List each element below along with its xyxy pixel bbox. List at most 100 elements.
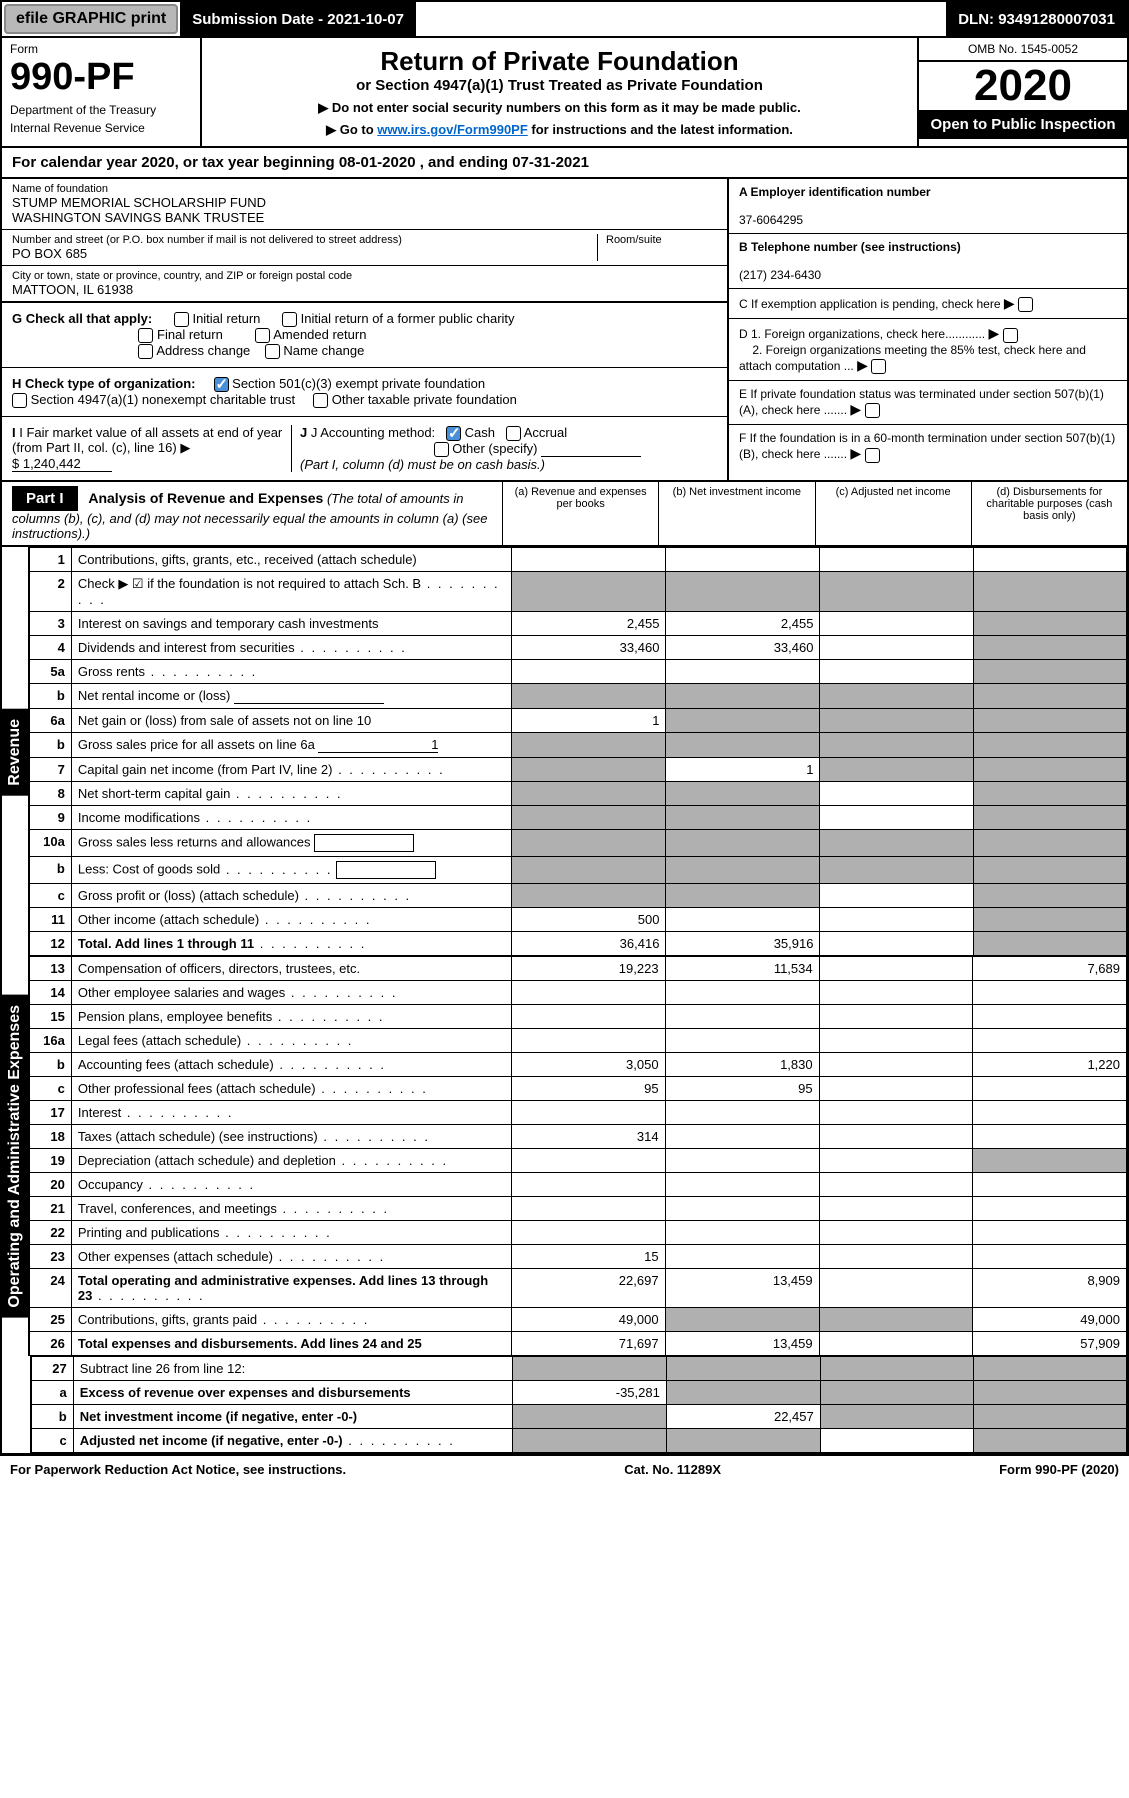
cell-d xyxy=(972,1245,1126,1269)
cash-checkbox[interactable] xyxy=(446,426,461,441)
h-4947: Section 4947(a)(1) nonexempt charitable … xyxy=(31,392,295,407)
cell-b: 1 xyxy=(666,758,820,782)
cell-d xyxy=(973,830,1126,857)
cell-a xyxy=(511,1101,665,1125)
cell-b xyxy=(666,1381,820,1405)
f-label: F If the foundation is in a 60-month ter… xyxy=(739,431,1115,461)
cell-a: -35,281 xyxy=(512,1381,666,1405)
cell-c xyxy=(820,1405,973,1429)
initial-former-checkbox[interactable] xyxy=(282,312,297,327)
d2-checkbox[interactable] xyxy=(871,359,886,374)
row-label: Check ▶ ☑ if the foundation is not requi… xyxy=(71,572,512,612)
row-number: 15 xyxy=(30,1005,72,1029)
other-taxable-checkbox[interactable] xyxy=(313,393,328,408)
cell-d xyxy=(973,548,1126,572)
table-row: 9Income modifications xyxy=(30,806,1127,830)
cell-b xyxy=(666,548,820,572)
j-cash: Cash xyxy=(465,425,495,440)
header-right: OMB No. 1545-0052 2020 Open to Public In… xyxy=(917,38,1127,146)
cell-d xyxy=(973,857,1126,884)
cell-a xyxy=(511,1173,665,1197)
c-checkbox[interactable] xyxy=(1018,297,1033,312)
table-row: 20Occupancy xyxy=(30,1173,1127,1197)
row-number: 4 xyxy=(30,636,72,660)
cell-b xyxy=(666,1357,820,1381)
e-checkbox[interactable] xyxy=(865,403,880,418)
name-change-checkbox[interactable] xyxy=(265,344,280,359)
g-amended: Amended return xyxy=(273,327,366,342)
amended-return-checkbox[interactable] xyxy=(255,328,270,343)
501c3-checkbox[interactable] xyxy=(214,377,229,392)
cell-a: 22,697 xyxy=(511,1269,665,1308)
cell-a xyxy=(512,806,666,830)
cell-c xyxy=(820,857,973,884)
efile-print-button[interactable]: efile GRAPHIC print xyxy=(4,4,178,34)
row-number: 1 xyxy=(30,548,72,572)
i-value: $ 1,240,442 xyxy=(12,456,112,472)
cell-b: 13,459 xyxy=(665,1332,819,1356)
table-row: 1Contributions, gifts, grants, etc., rec… xyxy=(30,548,1127,572)
row-number: 21 xyxy=(30,1197,72,1221)
cell-d xyxy=(972,1173,1126,1197)
part1-title: Analysis of Revenue and Expenses xyxy=(88,490,323,506)
d1-checkbox[interactable] xyxy=(1003,328,1018,343)
city-row: City or town, state or province, country… xyxy=(2,266,727,301)
initial-return-checkbox[interactable] xyxy=(174,312,189,327)
row-label: Depreciation (attach schedule) and deple… xyxy=(71,1149,511,1173)
final-return-checkbox[interactable] xyxy=(138,328,153,343)
row-label: Gross sales price for all assets on line… xyxy=(71,733,512,758)
instruct2-suffix: for instructions and the latest informat… xyxy=(528,122,793,137)
row-label: Other expenses (attach schedule) xyxy=(71,1245,511,1269)
cell-a xyxy=(512,548,666,572)
table-row: cOther professional fees (attach schedul… xyxy=(30,1077,1127,1101)
table-row: cGross profit or (loss) (attach schedule… xyxy=(30,884,1127,908)
irs-link[interactable]: www.irs.gov/Form990PF xyxy=(377,122,528,137)
table-row: 4Dividends and interest from securities3… xyxy=(30,636,1127,660)
cell-c xyxy=(820,684,973,709)
cell-c xyxy=(819,981,972,1005)
c-row: C If exemption application is pending, c… xyxy=(729,289,1127,319)
city-value: MATTOON, IL 61938 xyxy=(12,282,717,297)
submission-date: Submission Date - 2021-10-07 xyxy=(180,2,416,36)
cell-d xyxy=(973,684,1126,709)
row-number: 20 xyxy=(30,1173,72,1197)
cell-c xyxy=(820,612,973,636)
cell-d xyxy=(973,1381,1126,1405)
cell-a xyxy=(512,1429,666,1453)
row-label: Legal fees (attach schedule) xyxy=(71,1029,511,1053)
row-number: c xyxy=(30,1077,72,1101)
cell-d: 57,909 xyxy=(972,1332,1126,1356)
dln-number: DLN: 93491280007031 xyxy=(946,2,1127,36)
f-checkbox[interactable] xyxy=(865,448,880,463)
form-header: Form 990-PF Department of the Treasury I… xyxy=(0,36,1129,148)
ein-row: A Employer identification number 37-6064… xyxy=(729,179,1127,234)
a-label: A Employer identification number xyxy=(739,185,931,199)
table-row: 8Net short-term capital gain xyxy=(30,782,1127,806)
d2-label: 2. Foreign organizations meeting the 85%… xyxy=(739,343,1086,373)
other-method-checkbox[interactable] xyxy=(434,442,449,457)
cell-c xyxy=(820,660,973,684)
4947-checkbox[interactable] xyxy=(12,393,27,408)
row-label: Subtract line 26 from line 12: xyxy=(73,1357,512,1381)
row-label: Other income (attach schedule) xyxy=(71,908,512,932)
cell-b xyxy=(665,1101,819,1125)
col-d-header: (d) Disbursements for charitable purpose… xyxy=(971,482,1127,545)
top-bar: efile GRAPHIC print Submission Date - 20… xyxy=(0,0,1129,36)
address-label: Number and street (or P.O. box number if… xyxy=(12,234,597,246)
cell-d xyxy=(973,806,1126,830)
bottom-spacer xyxy=(2,1356,31,1453)
accrual-checkbox[interactable] xyxy=(506,426,521,441)
cell-d xyxy=(973,660,1126,684)
address-change-checkbox[interactable] xyxy=(138,344,153,359)
col-a-header: (a) Revenue and expenses per books xyxy=(502,482,658,545)
expenses-table: 13Compensation of officers, directors, t… xyxy=(29,956,1127,1356)
row-number: 14 xyxy=(30,981,72,1005)
cell-c xyxy=(819,1269,972,1308)
row-number: 7 xyxy=(30,758,72,782)
cell-a xyxy=(512,1357,666,1381)
cell-c xyxy=(819,1005,972,1029)
table-row: bNet investment income (if negative, ent… xyxy=(32,1405,1127,1429)
cell-d xyxy=(972,1149,1126,1173)
cell-b xyxy=(666,660,820,684)
table-row: 27Subtract line 26 from line 12: xyxy=(32,1357,1127,1381)
